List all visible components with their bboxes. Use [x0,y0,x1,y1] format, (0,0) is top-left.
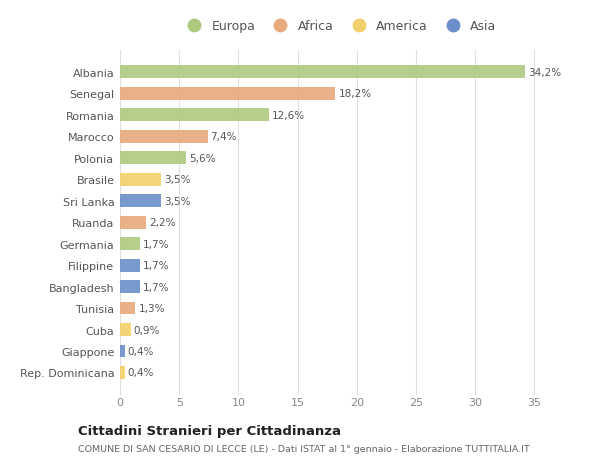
Bar [120,66,525,79]
Text: 1,7%: 1,7% [143,282,170,292]
Text: Cittadini Stranieri per Cittadinanza: Cittadini Stranieri per Cittadinanza [78,424,341,437]
Bar [120,259,140,272]
Text: 5,6%: 5,6% [189,153,216,163]
Text: 0,4%: 0,4% [128,346,154,356]
Bar [120,238,140,251]
Bar [120,345,125,358]
Text: 0,4%: 0,4% [128,368,154,378]
Text: 1,7%: 1,7% [143,239,170,249]
Bar [120,323,131,336]
Bar [120,174,161,186]
Text: 18,2%: 18,2% [338,89,371,99]
Bar [120,366,125,379]
Bar [120,152,186,165]
Text: 0,9%: 0,9% [134,325,160,335]
Bar [120,302,136,315]
Legend: Europa, Africa, America, Asia: Europa, Africa, America, Asia [176,16,502,39]
Text: 1,7%: 1,7% [143,261,170,270]
Bar [120,195,161,207]
Text: COMUNE DI SAN CESARIO DI LECCE (LE) - Dati ISTAT al 1° gennaio - Elaborazione TU: COMUNE DI SAN CESARIO DI LECCE (LE) - Da… [78,444,530,453]
Bar [120,280,140,293]
Bar [120,88,335,101]
Bar [120,216,146,229]
Text: 3,5%: 3,5% [164,196,191,206]
Text: 34,2%: 34,2% [528,67,561,78]
Text: 12,6%: 12,6% [272,111,305,120]
Text: 2,2%: 2,2% [149,218,176,228]
Text: 3,5%: 3,5% [164,175,191,185]
Text: 7,4%: 7,4% [211,132,237,142]
Text: 1,3%: 1,3% [139,303,165,313]
Bar [120,109,269,122]
Bar [120,130,208,143]
